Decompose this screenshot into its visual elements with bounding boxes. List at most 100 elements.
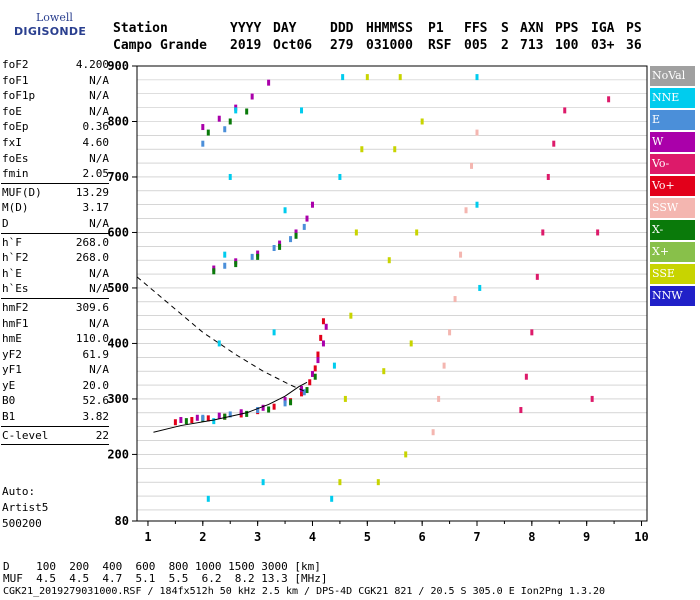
param-value: 3.17	[82, 201, 110, 215]
legend-item: Vo+	[650, 176, 695, 196]
y-tick-label: 400	[107, 336, 129, 350]
echo-point	[321, 318, 325, 325]
footer-info-row: CGK21_2019279031000.RSF / 184fx512h 50 k…	[3, 586, 606, 597]
param-row: fxI 4.60	[1, 135, 109, 151]
echo-point	[404, 451, 408, 458]
param-row: yE 20.0	[1, 378, 109, 394]
hdr-pps-value: 100	[555, 38, 579, 53]
param-label: C-level	[2, 428, 49, 442]
hdr-ddd-label: DDD	[330, 21, 354, 36]
param-label: h`F	[2, 235, 22, 249]
echo-point	[590, 395, 594, 402]
param-value: N/A	[89, 216, 109, 230]
echo-point	[283, 397, 287, 404]
hdr-iga-label: IGA	[591, 21, 615, 36]
echo-point	[184, 418, 188, 425]
data-points	[173, 74, 611, 502]
auto-line: 500200	[2, 517, 42, 530]
footer-muf-row: MUF 4.5 4.5 4.7 5.1 5.5 6.2 8.2 13.3 [MH…	[3, 572, 328, 585]
echo-point	[206, 495, 210, 502]
x-tick-label: 3	[254, 530, 261, 544]
hdr-ffs-label: FFS	[464, 21, 488, 36]
hdr-p1-value: RSF	[428, 38, 452, 53]
legend-item: X+	[650, 242, 695, 262]
param-row: foF1 N/A	[1, 73, 109, 89]
echo-point	[300, 107, 304, 114]
echo-point	[223, 413, 227, 420]
param-row: MUF(D) 13.29	[1, 185, 109, 201]
echo-point	[475, 201, 479, 208]
hdr-hhmmss-value: 031000	[366, 38, 413, 53]
param-row: foEs N/A	[1, 151, 109, 167]
echo-point	[470, 162, 474, 169]
hdr-yyyy-value: 2019	[230, 38, 262, 53]
axes: 1 2 3 4 5 6 7 8 9 10 80 200 300 400 500 600 700 800 900	[107, 59, 648, 544]
param-value: 22	[95, 428, 109, 442]
param-label: yF2	[2, 347, 22, 361]
echo-point	[267, 79, 271, 86]
echo-point	[341, 74, 345, 81]
param-value: 268.0	[75, 251, 109, 265]
echo-point	[535, 273, 539, 280]
y-tick-label: 900	[107, 59, 129, 73]
echo-point	[217, 412, 221, 419]
param-label: hmE	[2, 332, 22, 346]
x-tick-label: 8	[528, 530, 535, 544]
echo-point	[478, 284, 482, 291]
echo-point	[239, 409, 243, 416]
echo-point	[283, 400, 287, 407]
echo-point	[552, 140, 556, 147]
echo-point	[256, 250, 260, 257]
param-value: N/A	[89, 316, 109, 330]
legend-item: SSW	[650, 198, 695, 218]
hdr-ffs-value: 005	[464, 38, 488, 53]
logo-line1: Lowell	[36, 11, 73, 24]
gridlines	[137, 79, 647, 511]
hdr-day-value: Oct06	[273, 38, 313, 53]
echo-point	[459, 251, 463, 258]
logo-line2: DIGISONDE	[14, 25, 87, 38]
echo-point	[261, 404, 265, 411]
param-label: foF1p	[2, 89, 36, 103]
param-label: foF2	[2, 58, 29, 71]
param-value: 0.36	[82, 120, 110, 134]
echo-point	[234, 261, 238, 268]
echo-point	[415, 229, 419, 236]
echo-point	[563, 107, 567, 114]
echo-point	[206, 129, 210, 136]
legend-item: NNE	[650, 88, 695, 108]
hdr-yyyy-label: YYYY	[230, 21, 262, 36]
echo-point	[228, 173, 232, 180]
echo-point	[245, 108, 249, 115]
echo-point	[173, 419, 177, 426]
param-row: M(D) 3.17	[1, 200, 109, 216]
x-tick-label: 7	[473, 530, 480, 544]
hdr-ps-label: PS	[626, 21, 642, 36]
param-value: N/A	[89, 104, 109, 118]
auto-line: Artist5	[2, 501, 49, 514]
param-row: foF1p N/A	[1, 88, 109, 104]
echo-point	[272, 245, 276, 251]
echo-point	[308, 379, 312, 386]
echo-point	[431, 429, 435, 436]
param-row: B1 3.82	[1, 409, 109, 425]
hdr-ddd-value: 279	[330, 38, 354, 53]
echo-point	[596, 229, 600, 236]
echo-point	[228, 411, 232, 418]
profile-curve	[153, 381, 308, 433]
echo-point	[338, 479, 342, 486]
param-value: 20.0	[82, 378, 110, 392]
param-row: yF1 N/A	[1, 362, 109, 378]
divider	[1, 182, 109, 184]
param-value: 61.9	[82, 347, 110, 361]
echo-point	[195, 414, 199, 421]
param-label: B0	[2, 394, 16, 408]
echo-point	[319, 334, 323, 341]
param-row: hmE 110.0	[1, 331, 109, 347]
y-tick-label: 500	[107, 281, 129, 295]
hdr-axn-value: 713	[520, 38, 544, 53]
x-tick-label: 2	[199, 530, 206, 544]
x-tick-label: 1	[144, 530, 151, 544]
hdr-iga-value: 03+	[591, 38, 615, 53]
param-row: h`Es N/A	[1, 281, 109, 297]
